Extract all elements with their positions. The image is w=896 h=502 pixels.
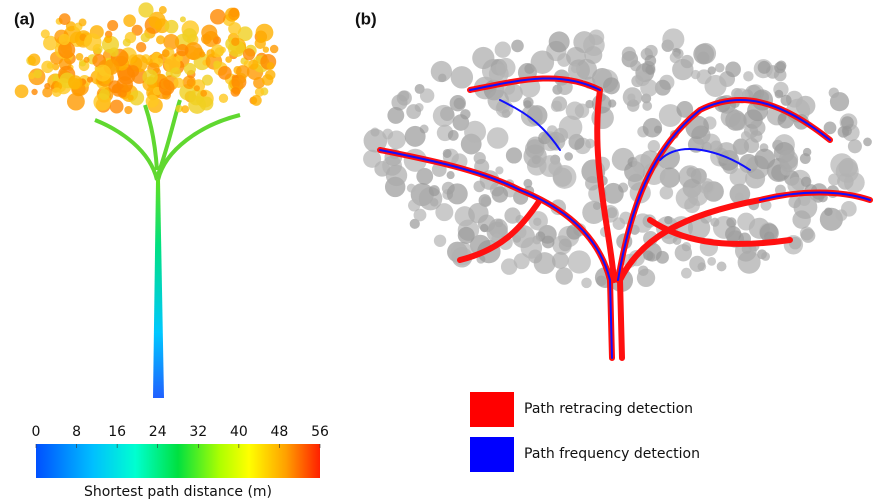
colorbar-tick-label: 56: [311, 424, 329, 440]
colorbar-tick-label: 0: [32, 424, 41, 440]
colorbar-tick-label: 40: [230, 424, 248, 440]
legend-swatch: [470, 392, 514, 427]
colorbar-tick-label: 48: [271, 424, 289, 440]
canopy-a: [15, 2, 279, 114]
legend-label: Path frequency detection: [524, 446, 700, 462]
colorbar-tick-label: 16: [108, 424, 126, 440]
colorbar: [36, 444, 320, 478]
colorbar-tick-label: 8: [72, 424, 81, 440]
colorbar-label: Shortest path distance (m): [84, 484, 272, 500]
tree-a-image: [95, 100, 240, 398]
figure: (a) (b) 0 8 16 24 32 40 48 56 Shortest path dis…: [0, 0, 896, 502]
legend-swatch: [470, 437, 514, 472]
legend-label: Path retracing detection: [524, 401, 693, 417]
panel-label: (b): [355, 9, 377, 28]
colorbar-tick-label: 24: [149, 424, 167, 440]
panel-label: (a): [14, 9, 35, 28]
colorbar-tick-label: 32: [189, 424, 207, 440]
